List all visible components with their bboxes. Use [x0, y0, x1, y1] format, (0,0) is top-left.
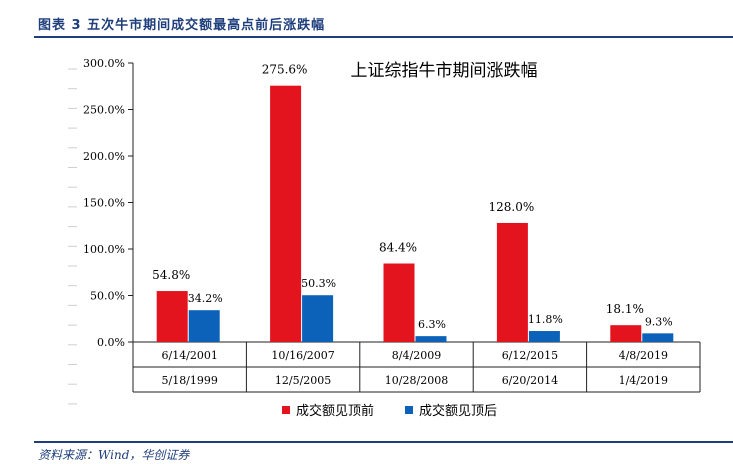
data-label-before: 54.8% [152, 268, 190, 282]
data-label-before: 275.6% [262, 63, 308, 77]
data-label-after: 6.3% [418, 318, 446, 331]
x-category-start-date: 6/20/2014 [502, 374, 558, 387]
bar-after-peak [415, 336, 447, 342]
y-tick-label: 50.0% [90, 290, 125, 303]
bar-before-peak [156, 291, 188, 342]
y-tick-label: 200.0% [83, 150, 125, 163]
chart-title: 上证综指牛市期间涨跌幅 [351, 61, 538, 81]
bar-chart: 0.0% 50.0% 100.0% 150.0% 200.0% 250.0% 300.0% 5… [68, 57, 701, 419]
data-label-before: 18.1% [606, 302, 644, 316]
y-tick-label: 150.0% [83, 197, 125, 210]
bar-after-peak [302, 295, 334, 342]
bar-before-peak [610, 325, 642, 342]
x-category-peak-date: 6/12/2015 [502, 349, 558, 362]
legend-label-before: 成交额见顶前 [296, 403, 374, 419]
y-tick-label: 300.0% [83, 57, 125, 70]
bar-before-peak [270, 85, 302, 342]
x-category-peak-date: 8/4/2009 [392, 349, 441, 362]
chart-container: 0.0% 50.0% 100.0% 150.0% 200.0% 250.0% 300.0% 5… [34, 38, 733, 440]
data-label-after: 11.8% [528, 313, 563, 326]
legend-label-after: 成交额见顶后 [419, 403, 497, 419]
figure-header: 图表 3 五次牛市期间成交额最高点前后涨跌幅 [34, 6, 733, 38]
figure-footer: 资料来源：Wind，华创证券 [34, 441, 733, 464]
y-tick-label: 0.0% [97, 336, 125, 349]
data-label-after: 9.3% [645, 315, 673, 328]
legend-swatch-after [405, 406, 413, 414]
data-label-before: 128.0% [489, 200, 535, 214]
bar-before-peak [496, 222, 528, 342]
data-label-after: 50.3% [301, 277, 336, 290]
data-label-after: 34.2% [188, 292, 223, 305]
bar-after-peak [528, 331, 560, 342]
x-category-start-date: 5/18/1999 [161, 374, 217, 387]
y-tick-label: 250.0% [83, 104, 125, 117]
legend-swatch-before [282, 406, 290, 414]
figure-title: 图表 3 五次牛市期间成交额最高点前后涨跌幅 [38, 18, 326, 33]
bar-after-peak [642, 333, 674, 342]
bar-before-peak [383, 263, 415, 342]
y-tick-label: 100.0% [83, 243, 125, 256]
x-category-peak-date: 10/16/2007 [271, 349, 334, 362]
x-category-peak-date: 4/8/2019 [619, 349, 668, 362]
x-category-start-date: 12/5/2005 [275, 374, 331, 387]
x-category-start-date: 10/28/2008 [385, 374, 448, 387]
source-note: 资料来源：Wind，华创证券 [38, 448, 190, 462]
bar-after-peak [188, 310, 220, 342]
data-label-before: 84.4% [379, 241, 417, 255]
x-category-peak-date: 6/14/2001 [161, 349, 217, 362]
x-category-start-date: 1/4/2019 [619, 374, 668, 387]
